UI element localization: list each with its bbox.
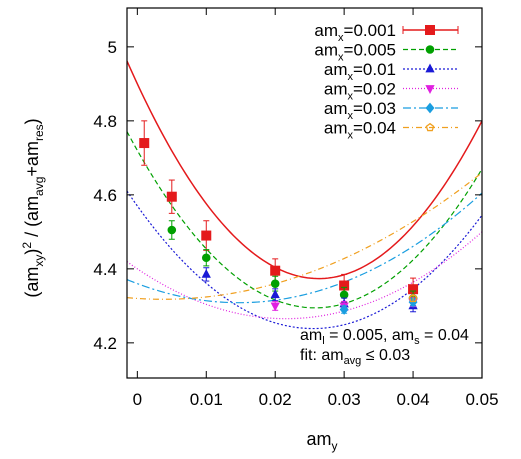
legend-entry-label: amx=0.04	[324, 119, 396, 142]
y-tick-label: 4.6	[93, 186, 117, 205]
x-tick-label: 0	[133, 390, 142, 409]
y-tick-label: 4.4	[93, 260, 117, 279]
data-point-series-2	[201, 253, 211, 263]
data-point-series-2	[167, 225, 177, 235]
legend-marker	[425, 122, 435, 132]
axis-ticks: 0 0.01 0.02 0.03 0.04 0.05 4.2 4.4 4.6 4.8 5	[93, 8, 499, 409]
annotation: aml = 0.005, ams = 0.04 fit: amavg ≤ 0.0…	[300, 327, 469, 367]
fit-curve-series-4	[127, 231, 482, 320]
legend-entry-label: amx=0.02	[324, 80, 396, 103]
data-point-series-3	[270, 289, 280, 299]
data-point-series-1	[166, 191, 177, 202]
y-tick-label: 5	[108, 38, 117, 57]
data-point-series-2	[339, 290, 349, 300]
data-point-series-5	[339, 304, 349, 315]
data-point-series-6	[408, 293, 418, 303]
x-tick-label: 0.01	[190, 390, 223, 409]
fit-curve-series-1	[127, 60, 482, 280]
data-point-series-3	[201, 268, 211, 278]
data-point-series-2	[270, 279, 280, 288]
legend: amx=0.001amx=0.005amx=0.01amx=0.02amx=0.…	[314, 21, 459, 142]
fit-curves	[127, 60, 482, 330]
data-point-series-1	[270, 265, 281, 276]
legend-entry-label: amx=0.01	[324, 60, 396, 83]
y-tick-label: 4.8	[93, 112, 117, 131]
legend-marker	[425, 63, 435, 73]
fit-curve-series-2	[127, 131, 482, 309]
x-tick-label: 0.04	[397, 390, 430, 409]
x-tick-label: 0.03	[328, 390, 361, 409]
legend-marker	[425, 45, 435, 54]
data-points	[139, 120, 419, 315]
plot-frame	[126, 7, 483, 379]
data-point-series-4	[270, 302, 280, 312]
legend-marker	[425, 85, 435, 94]
x-tick-label: 0.02	[259, 390, 292, 409]
legend-entry-label: amx=0.001	[314, 21, 396, 44]
y-axis-label: (amxy)2 / (amavg+amres)	[20, 118, 46, 297]
y-tick-label: 4.2	[93, 334, 117, 353]
fit-curve-series-6	[127, 172, 482, 300]
fit-curve-series-3	[127, 190, 482, 330]
annotation-line-1: aml = 0.005, ams = 0.04	[300, 327, 469, 347]
data-point-series-1	[201, 230, 212, 241]
legend-entry-label: amx=0.03	[324, 99, 396, 122]
x-tick-label: 0.05	[465, 390, 498, 409]
legend-marker	[425, 102, 435, 114]
legend-entry-label: amx=0.005	[314, 41, 396, 64]
x-axis-label: amy	[306, 429, 337, 453]
legend-marker	[425, 25, 435, 35]
annotation-line-2: fit: amavg ≤ 0.03	[300, 347, 410, 367]
fit-curve-series-5	[127, 192, 482, 304]
data-point-series-1	[139, 138, 150, 149]
